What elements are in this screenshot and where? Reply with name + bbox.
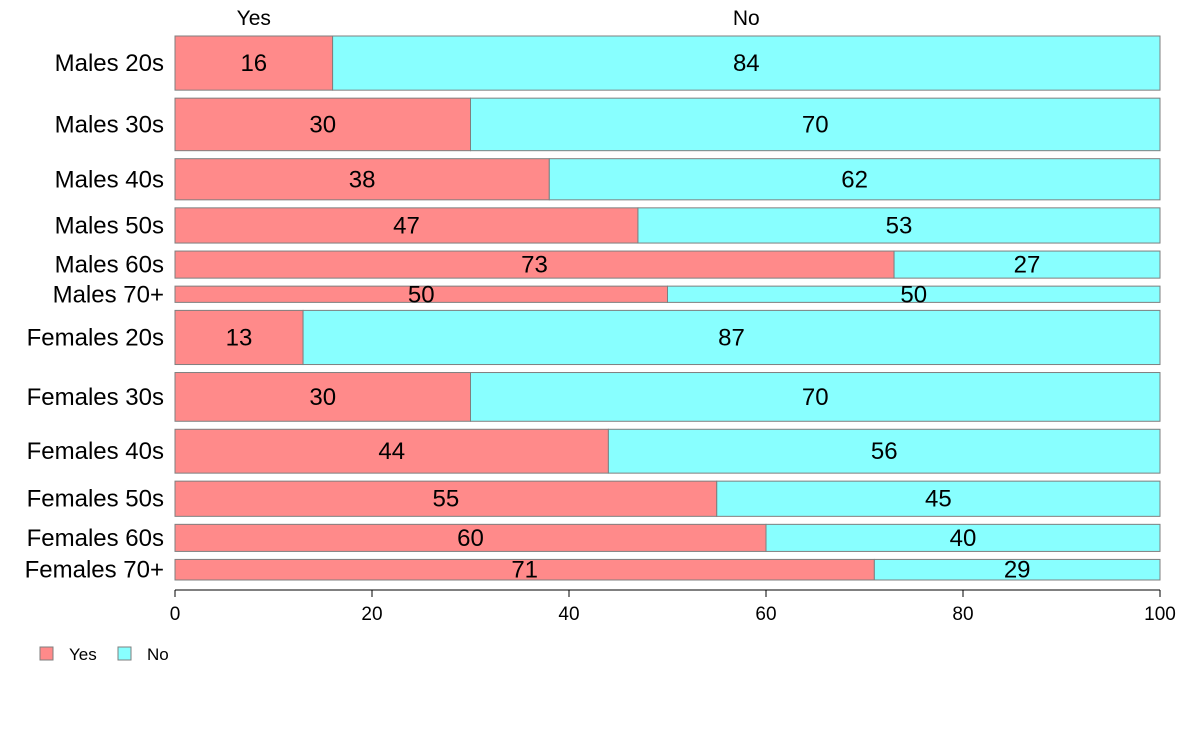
legend-label: Yes: [69, 645, 97, 664]
x-axis: 0 20 40 60 80 100: [170, 589, 1176, 625]
bar-row: Females 30s 30 70: [27, 372, 1161, 422]
bar-segment-yes: [174, 372, 471, 422]
bar-row: Males 30s 30 70: [55, 97, 1161, 152]
x-tick-label: 80: [952, 604, 973, 625]
data-label: 30: [309, 111, 336, 138]
x-tick-label: 60: [755, 604, 776, 625]
category-label: Females 30s: [27, 384, 164, 411]
data-label: 71: [511, 557, 538, 584]
bar-row: Males 60s 73 27: [55, 250, 1161, 279]
bar-segment-no: [332, 35, 1161, 91]
x-tick-label: 0: [170, 604, 181, 625]
category-label: Females 50s: [27, 486, 164, 513]
bar-row: Males 20s 16 84: [55, 35, 1161, 91]
bar-segment-no: [716, 480, 1161, 517]
bar-segment-no: [765, 523, 1161, 552]
column-header: No: [733, 7, 760, 30]
column-headers: Yes No: [237, 7, 760, 30]
data-label: 87: [718, 324, 745, 351]
data-label: 27: [1014, 252, 1041, 279]
data-label: 30: [309, 384, 336, 411]
data-label: 56: [871, 438, 898, 465]
data-label: 60: [457, 525, 484, 552]
category-label: Females 20s: [27, 324, 164, 351]
bar-segment-yes: [174, 480, 718, 517]
x-tick-label: 100: [1144, 604, 1176, 625]
category-label: Males 70+: [53, 281, 164, 308]
data-label: 47: [393, 212, 420, 239]
bar-row: Females 50s 55 45: [27, 480, 1161, 517]
data-label: 44: [378, 438, 405, 465]
bar-segment-no: [470, 372, 1161, 422]
data-label: 62: [841, 166, 868, 193]
bar-segment-yes: [174, 250, 895, 279]
data-label: 70: [802, 111, 829, 138]
bar-segment-yes: [174, 158, 550, 201]
data-label: 55: [433, 486, 460, 513]
bar-row: Females 20s 13 87: [27, 309, 1161, 366]
bar-segment-no: [302, 309, 1161, 366]
bar-segment-no: [667, 285, 1161, 303]
bar-segment-no: [470, 97, 1161, 152]
bar-row: Females 40s 44 56: [27, 428, 1161, 474]
data-label: 29: [1004, 557, 1031, 584]
bar-row: Females 70+ 71 29: [25, 557, 1161, 584]
data-label: 53: [886, 212, 913, 239]
bar-row: Females 60s 60 40: [27, 523, 1161, 552]
category-label: Females 70+: [25, 557, 164, 584]
category-label: Males 30s: [55, 111, 164, 138]
bar-segment-no: [637, 207, 1161, 244]
category-label: Males 40s: [55, 166, 164, 193]
bar-segment-no: [607, 428, 1161, 474]
category-label: Males 60s: [55, 252, 164, 279]
bar-segment-no: [893, 250, 1161, 279]
legend: Yes No: [39, 645, 169, 664]
category-label: Females 40s: [27, 438, 164, 465]
legend-swatch-yes: [39, 646, 54, 661]
bar-segment-no: [873, 558, 1161, 581]
data-label: 50: [900, 281, 927, 308]
column-header: Yes: [237, 7, 271, 30]
x-tick-label: 20: [361, 604, 382, 625]
bar-segment-yes: [174, 35, 334, 91]
bar-row: Males 40s 38 62: [55, 158, 1161, 201]
category-label: Females 60s: [27, 525, 164, 552]
bar-segment-yes: [174, 97, 471, 152]
x-tick-label: 40: [558, 604, 579, 625]
data-label: 40: [950, 525, 977, 552]
data-label: 38: [349, 166, 376, 193]
bar-row: Males 50s 47 53: [55, 207, 1161, 244]
bar-segment-yes: [174, 309, 304, 366]
bar-row: Males 70+ 50 50: [53, 281, 1161, 308]
data-label: 50: [408, 281, 435, 308]
category-label: Males 50s: [55, 212, 164, 239]
data-label: 16: [240, 50, 267, 77]
bar-segment-yes: [174, 207, 639, 244]
category-label: Males 20s: [55, 50, 164, 77]
data-label: 70: [802, 384, 829, 411]
legend-swatch-no: [117, 646, 132, 661]
data-label: 84: [733, 50, 760, 77]
data-label: 13: [226, 324, 253, 351]
data-label: 45: [925, 486, 952, 513]
data-label: 73: [521, 252, 548, 279]
legend-label: No: [147, 645, 169, 664]
bar-segment-no: [548, 158, 1161, 201]
